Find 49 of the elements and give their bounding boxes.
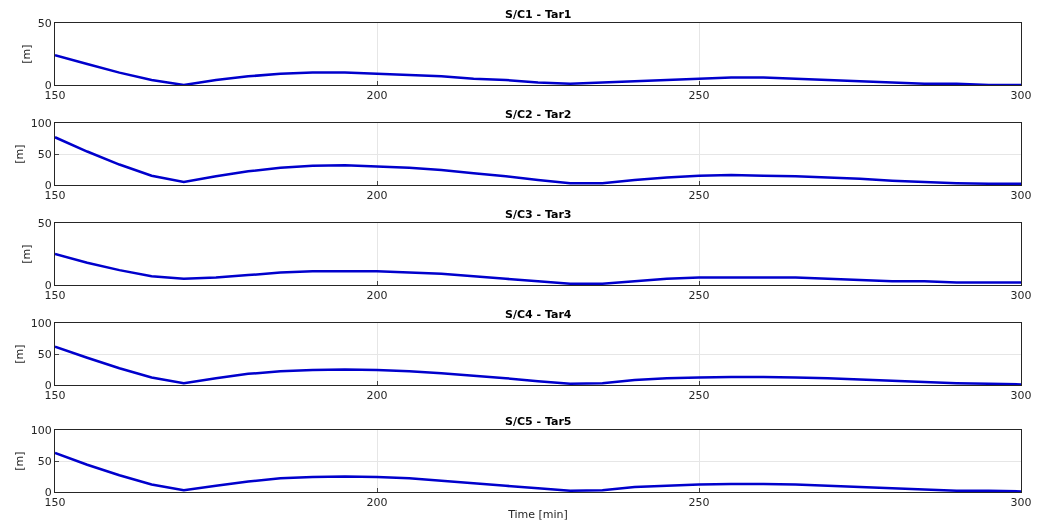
line-series	[55, 451, 1021, 492]
y-axis-title: [m]	[13, 144, 27, 164]
y-tick-label: 50	[37, 454, 52, 468]
x-tick-label: 200	[366, 89, 388, 103]
x-tick-label: 250	[688, 289, 710, 303]
y-axis-title: [m]	[20, 44, 34, 64]
chart-title: S/C4 - Tar4	[505, 308, 572, 321]
x-tick-label: 200	[366, 389, 388, 403]
y-tick-label: 50	[37, 216, 52, 230]
x-tick-label: 150	[44, 496, 66, 510]
y-tick-label: 0	[44, 485, 52, 499]
x-tick-label: 300	[1010, 389, 1032, 403]
x-tick-label: 200	[366, 189, 388, 203]
x-tick-label: 250	[688, 89, 710, 103]
y-tick-label: 0	[44, 378, 52, 392]
x-tick-label: 300	[1010, 89, 1032, 103]
chart-title: S/C1 - Tar1	[505, 8, 572, 21]
x-tick-label: 150	[44, 189, 66, 203]
x-axis-title: Time [min]	[507, 508, 568, 522]
x-tick-label: 200	[366, 289, 388, 303]
y-tick-label: 0	[44, 278, 52, 292]
y-tick-label: 100	[30, 316, 52, 330]
x-tick-label: 250	[688, 389, 710, 403]
x-tick-label: 300	[1010, 289, 1032, 303]
line-series	[55, 252, 1021, 285]
x-tick-label: 200	[366, 496, 388, 510]
x-tick-label: 150	[44, 89, 66, 103]
y-tick-label: 0	[44, 78, 52, 92]
y-axis-title: [m]	[20, 244, 34, 264]
chart-title: S/C2 - Tar2	[505, 108, 572, 121]
y-axis-title: [m]	[13, 451, 27, 471]
y-tick-label: 0	[44, 178, 52, 192]
chart-title: S/C3 - Tar3	[505, 208, 572, 221]
y-axis-title: [m]	[13, 344, 27, 364]
line-series	[55, 136, 1021, 185]
chart-title: S/C5 - Tar5	[505, 415, 572, 428]
line-series	[55, 53, 1021, 85]
x-tick-label: 300	[1010, 189, 1032, 203]
x-tick-label: 150	[44, 389, 66, 403]
x-tick-label: 300	[1010, 496, 1032, 510]
line-series	[55, 345, 1021, 385]
y-tick-label: 100	[30, 116, 52, 130]
y-tick-label: 50	[37, 347, 52, 361]
x-tick-label: 150	[44, 289, 66, 303]
y-tick-label: 50	[37, 16, 52, 30]
x-tick-label: 250	[688, 189, 710, 203]
x-tick-label: 250	[688, 496, 710, 510]
y-tick-label: 100	[30, 423, 52, 437]
y-tick-label: 50	[37, 147, 52, 161]
